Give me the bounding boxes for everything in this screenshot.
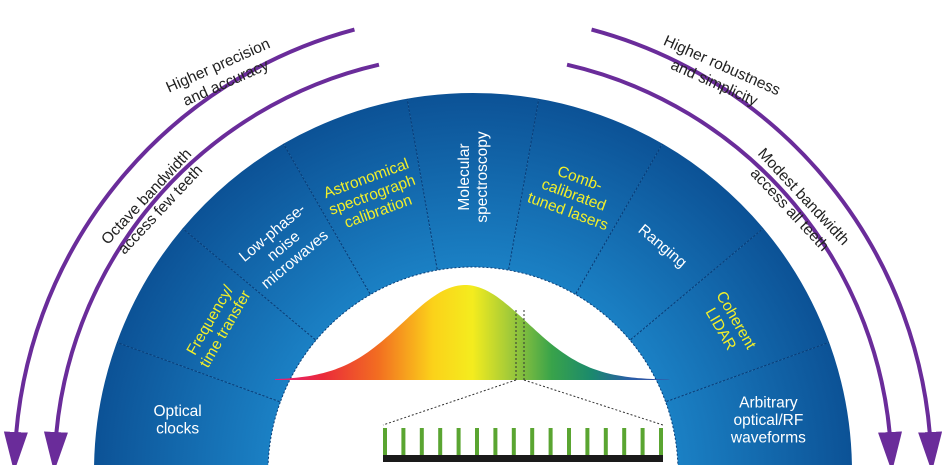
segment-label-arbitrary-optical-rf-waveforms: Arbitrary optical/RF waveforms: [730, 394, 806, 446]
segment-label-optical-clocks: Optical clocks: [153, 403, 201, 438]
arrow-arcs: [3, 27, 943, 465]
comb-tooth: [475, 428, 479, 455]
comb-tooth: [548, 428, 553, 455]
comb-base: [383, 455, 663, 462]
spectrum-envelope: [275, 285, 670, 426]
zoom-line-left: [382, 379, 517, 426]
outer-left-arrow: [3, 27, 355, 465]
application-fan: [92, 91, 854, 465]
comb-tooth: [585, 428, 590, 455]
segment-label-line: Molecular: [456, 143, 473, 210]
frequency-comb: [383, 428, 663, 462]
comb-tooth: [493, 428, 498, 455]
comb-tooth: [603, 428, 608, 455]
comb-tooth: [530, 428, 535, 455]
segment-label-line: spectroscopy: [474, 131, 491, 223]
segment-label-line: Arbitrary: [739, 394, 798, 411]
segment-label-line: waveforms: [730, 429, 806, 446]
comb-tooth: [622, 428, 627, 455]
fan-outer-rim: [92, 91, 854, 465]
comb-tooth: [511, 428, 516, 455]
comb-tooth: [383, 428, 387, 455]
comb-tooth: [567, 428, 571, 455]
comb-tooth: [419, 428, 424, 455]
segment-label-line: clocks: [156, 421, 199, 438]
comb-tooth: [640, 428, 645, 455]
comb-tooth: [659, 428, 663, 455]
comb-tooth: [456, 428, 461, 455]
segment-label-molecular-spectroscopy: Molecularspectroscopy: [456, 131, 491, 223]
zoom-line-right: [523, 379, 664, 426]
segment-label-line: Optical: [153, 403, 201, 420]
inner-right-arrow: [566, 62, 903, 465]
outer-right-arrow: [591, 27, 943, 465]
label-higher-precision: Higher precisionand accuracy: [164, 35, 281, 113]
comb-tooth: [401, 428, 406, 455]
spectrum-curve: [275, 285, 670, 380]
segment-label-line: optical/RF: [734, 412, 804, 429]
comb-tooth: [438, 428, 443, 455]
inner-left-arrow: [43, 62, 380, 465]
